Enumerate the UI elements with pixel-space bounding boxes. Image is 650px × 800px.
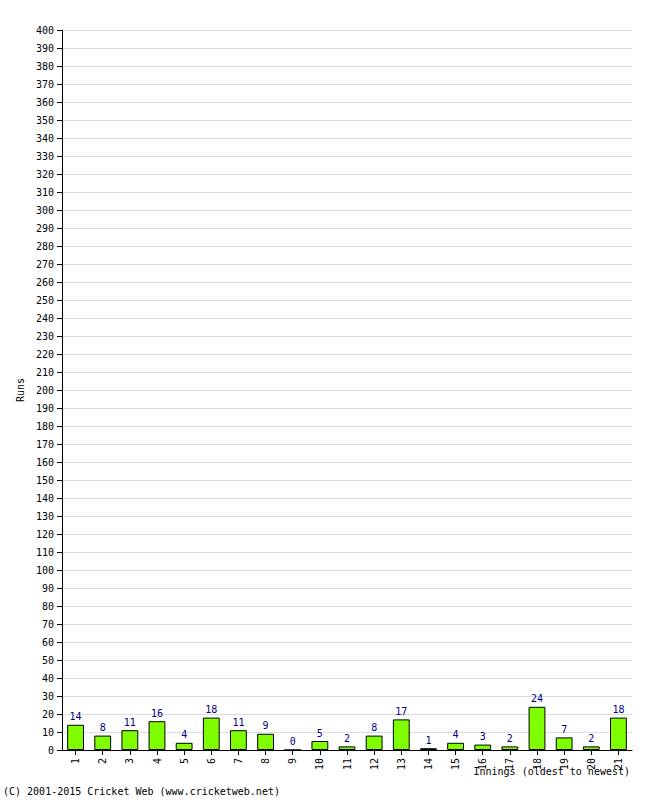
svg-text:260: 260 xyxy=(36,277,54,288)
svg-text:14: 14 xyxy=(70,711,82,722)
svg-text:340: 340 xyxy=(36,133,54,144)
svg-text:130: 130 xyxy=(36,511,54,522)
svg-text:280: 280 xyxy=(36,241,54,252)
svg-text:120: 120 xyxy=(36,529,54,540)
svg-text:17: 17 xyxy=(395,706,407,717)
svg-text:19: 19 xyxy=(559,758,570,770)
svg-text:190: 190 xyxy=(36,403,54,414)
svg-text:Runs: Runs xyxy=(15,378,26,402)
svg-text:10: 10 xyxy=(42,727,54,738)
svg-text:360: 360 xyxy=(36,97,54,108)
svg-text:30: 30 xyxy=(42,691,54,702)
svg-text:11: 11 xyxy=(124,717,136,728)
svg-text:180: 180 xyxy=(36,421,54,432)
svg-text:9: 9 xyxy=(287,758,298,764)
svg-text:8: 8 xyxy=(260,758,271,764)
svg-text:210: 210 xyxy=(36,367,54,378)
svg-text:2: 2 xyxy=(344,733,350,744)
svg-text:2: 2 xyxy=(97,758,108,764)
svg-text:0: 0 xyxy=(290,736,296,747)
svg-text:17: 17 xyxy=(504,758,515,770)
svg-text:21: 21 xyxy=(613,758,624,770)
svg-text:10: 10 xyxy=(314,758,325,770)
svg-text:1: 1 xyxy=(70,758,81,764)
svg-text:2: 2 xyxy=(588,733,594,744)
svg-text:4: 4 xyxy=(181,729,187,740)
svg-text:0: 0 xyxy=(48,745,54,756)
svg-text:170: 170 xyxy=(36,439,54,450)
svg-text:290: 290 xyxy=(36,223,54,234)
svg-text:150: 150 xyxy=(36,475,54,486)
svg-text:3: 3 xyxy=(480,731,486,742)
svg-text:90: 90 xyxy=(42,583,54,594)
svg-text:11: 11 xyxy=(232,717,244,728)
svg-text:5: 5 xyxy=(179,758,190,764)
svg-text:7: 7 xyxy=(233,758,244,764)
svg-text:350: 350 xyxy=(36,115,54,126)
svg-text:18: 18 xyxy=(532,758,543,770)
svg-text:320: 320 xyxy=(36,169,54,180)
svg-text:60: 60 xyxy=(42,637,54,648)
svg-text:200: 200 xyxy=(36,385,54,396)
svg-text:20: 20 xyxy=(42,709,54,720)
svg-text:390: 390 xyxy=(36,43,54,54)
svg-text:310: 310 xyxy=(36,187,54,198)
svg-text:230: 230 xyxy=(36,331,54,342)
svg-text:380: 380 xyxy=(36,61,54,72)
svg-text:80: 80 xyxy=(42,601,54,612)
svg-text:370: 370 xyxy=(36,79,54,90)
svg-text:14: 14 xyxy=(423,758,434,770)
svg-text:2: 2 xyxy=(507,733,513,744)
svg-text:270: 270 xyxy=(36,259,54,270)
svg-text:110: 110 xyxy=(36,547,54,558)
svg-text:40: 40 xyxy=(42,673,54,684)
svg-text:240: 240 xyxy=(36,313,54,324)
svg-text:70: 70 xyxy=(42,619,54,630)
svg-text:4: 4 xyxy=(453,729,459,740)
svg-text:12: 12 xyxy=(369,758,380,770)
svg-text:160: 160 xyxy=(36,457,54,468)
svg-text:(C) 2001-2015 Cricket Web (www: (C) 2001-2015 Cricket Web (www.cricketwe… xyxy=(3,786,280,797)
svg-text:250: 250 xyxy=(36,295,54,306)
svg-text:400: 400 xyxy=(36,25,54,36)
svg-text:9: 9 xyxy=(263,720,269,731)
svg-text:7: 7 xyxy=(561,724,567,735)
svg-text:100: 100 xyxy=(36,565,54,576)
svg-text:16: 16 xyxy=(477,758,488,770)
svg-text:18: 18 xyxy=(612,704,624,715)
svg-text:3: 3 xyxy=(124,758,135,764)
svg-text:16: 16 xyxy=(151,708,163,719)
svg-text:8: 8 xyxy=(100,722,106,733)
svg-text:220: 220 xyxy=(36,349,54,360)
svg-text:15: 15 xyxy=(450,758,461,770)
svg-text:Innings (oldest to newest): Innings (oldest to newest) xyxy=(473,766,630,777)
svg-text:4: 4 xyxy=(152,758,163,764)
svg-text:11: 11 xyxy=(342,758,353,770)
svg-text:24: 24 xyxy=(531,693,543,704)
svg-text:20: 20 xyxy=(586,758,597,770)
svg-text:50: 50 xyxy=(42,655,54,666)
svg-text:330: 330 xyxy=(36,151,54,162)
svg-text:18: 18 xyxy=(205,704,217,715)
svg-text:300: 300 xyxy=(36,205,54,216)
svg-text:6: 6 xyxy=(206,758,217,764)
svg-text:1: 1 xyxy=(425,735,431,746)
svg-text:8: 8 xyxy=(371,722,377,733)
svg-text:140: 140 xyxy=(36,493,54,504)
svg-text:5: 5 xyxy=(317,728,323,739)
svg-text:13: 13 xyxy=(396,758,407,770)
